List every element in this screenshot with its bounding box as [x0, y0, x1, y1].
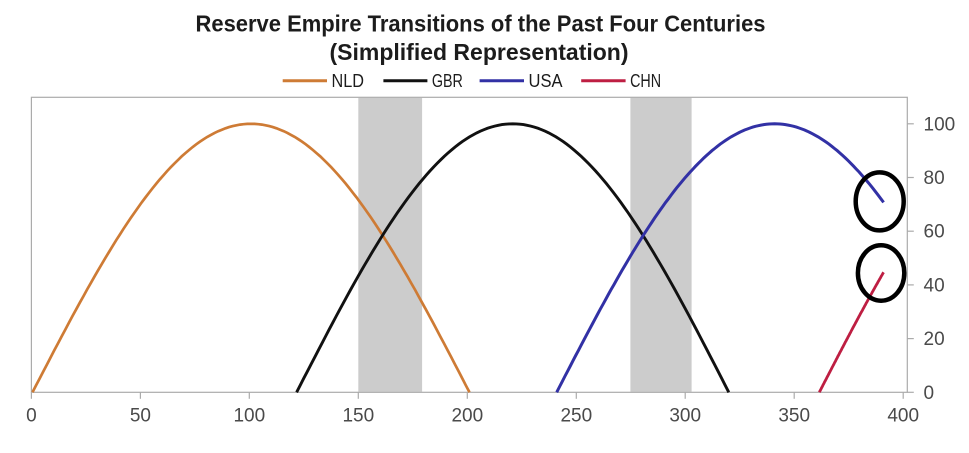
svg-text:100: 100 — [233, 406, 265, 427]
svg-text:NLD: NLD — [332, 71, 365, 91]
svg-text:0: 0 — [26, 406, 37, 427]
svg-text:50: 50 — [130, 406, 151, 427]
svg-text:100: 100 — [924, 114, 956, 135]
svg-text:200: 200 — [451, 406, 483, 427]
svg-text:250: 250 — [560, 406, 592, 427]
svg-text:350: 350 — [778, 406, 810, 427]
svg-text:(Simplified Representation): (Simplified Representation) — [330, 39, 629, 65]
svg-text:0: 0 — [924, 383, 935, 404]
svg-text:Reserve Empire Transitions of: Reserve Empire Transitions of the Past F… — [196, 11, 766, 37]
svg-text:300: 300 — [669, 406, 701, 427]
svg-text:150: 150 — [342, 406, 374, 427]
svg-text:80: 80 — [924, 168, 945, 189]
svg-text:USA: USA — [529, 71, 563, 91]
svg-text:400: 400 — [887, 406, 919, 427]
svg-text:20: 20 — [924, 329, 945, 350]
svg-text:60: 60 — [924, 222, 945, 243]
svg-text:40: 40 — [924, 275, 945, 296]
svg-text:GBR: GBR — [432, 71, 463, 91]
svg-text:CHN: CHN — [630, 71, 661, 91]
